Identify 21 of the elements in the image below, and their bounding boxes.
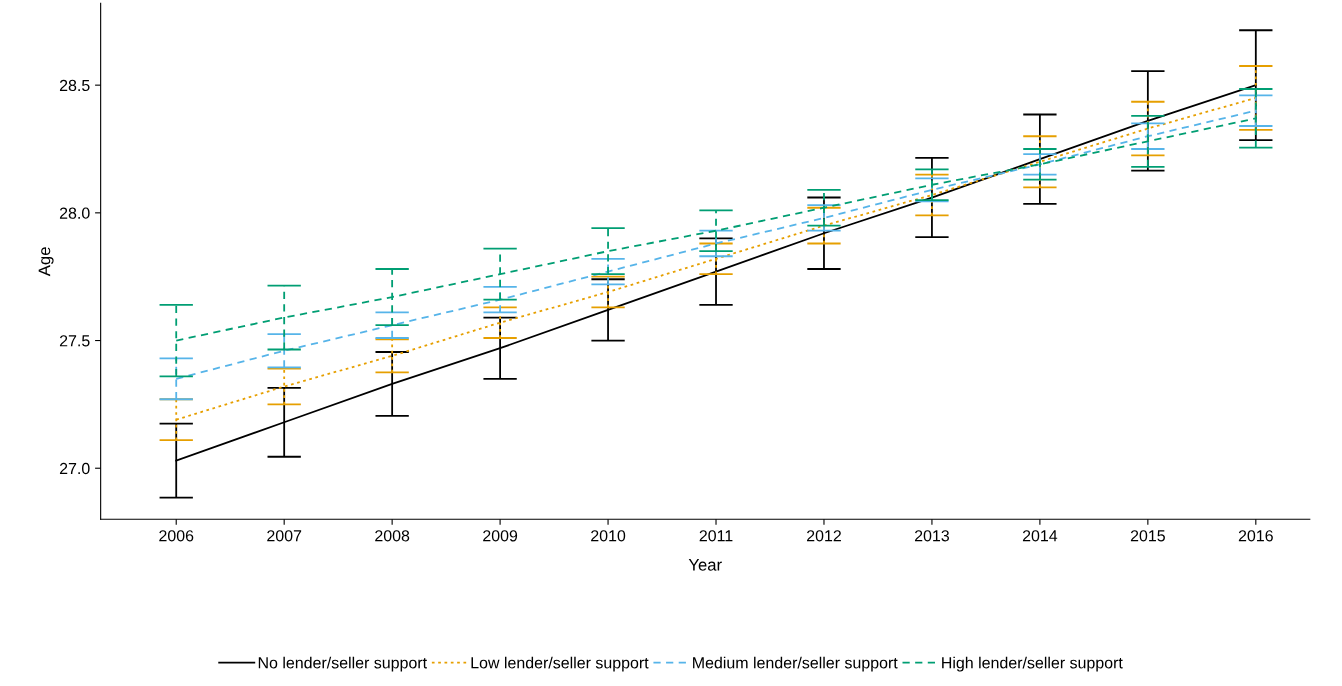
x-tick-label: 2011	[699, 530, 733, 542]
x-tick-label: 2008	[375, 530, 410, 542]
x-tick-label: 2010	[591, 530, 626, 542]
x-tick-label: 2012	[807, 530, 841, 542]
x-axis-title: Year	[688, 559, 722, 571]
y-tick-label: 27.5	[59, 335, 90, 347]
y-tick-label: 28.0	[59, 207, 90, 219]
y-axis-title: Age	[38, 247, 54, 277]
legend-label: Medium lender/seller support	[693, 656, 898, 672]
x-tick-label: 2013	[914, 530, 949, 542]
x-tick-label: 2014	[1022, 530, 1058, 542]
x-tick-label: 2007	[267, 530, 302, 542]
legend-label: High lender/seller support	[942, 656, 1123, 672]
x-tick-label: 2009	[483, 530, 518, 542]
x-tick-label: 2006	[159, 530, 194, 542]
legend-label: Low lender/seller support	[471, 656, 649, 672]
y-tick-label: 28.5	[59, 79, 90, 92]
legend-label: No lender/seller support	[258, 656, 427, 672]
x-tick-label: 2015	[1130, 530, 1165, 542]
x-tick-label: 2016	[1238, 530, 1273, 542]
y-tick-label: 27.0	[59, 462, 90, 475]
